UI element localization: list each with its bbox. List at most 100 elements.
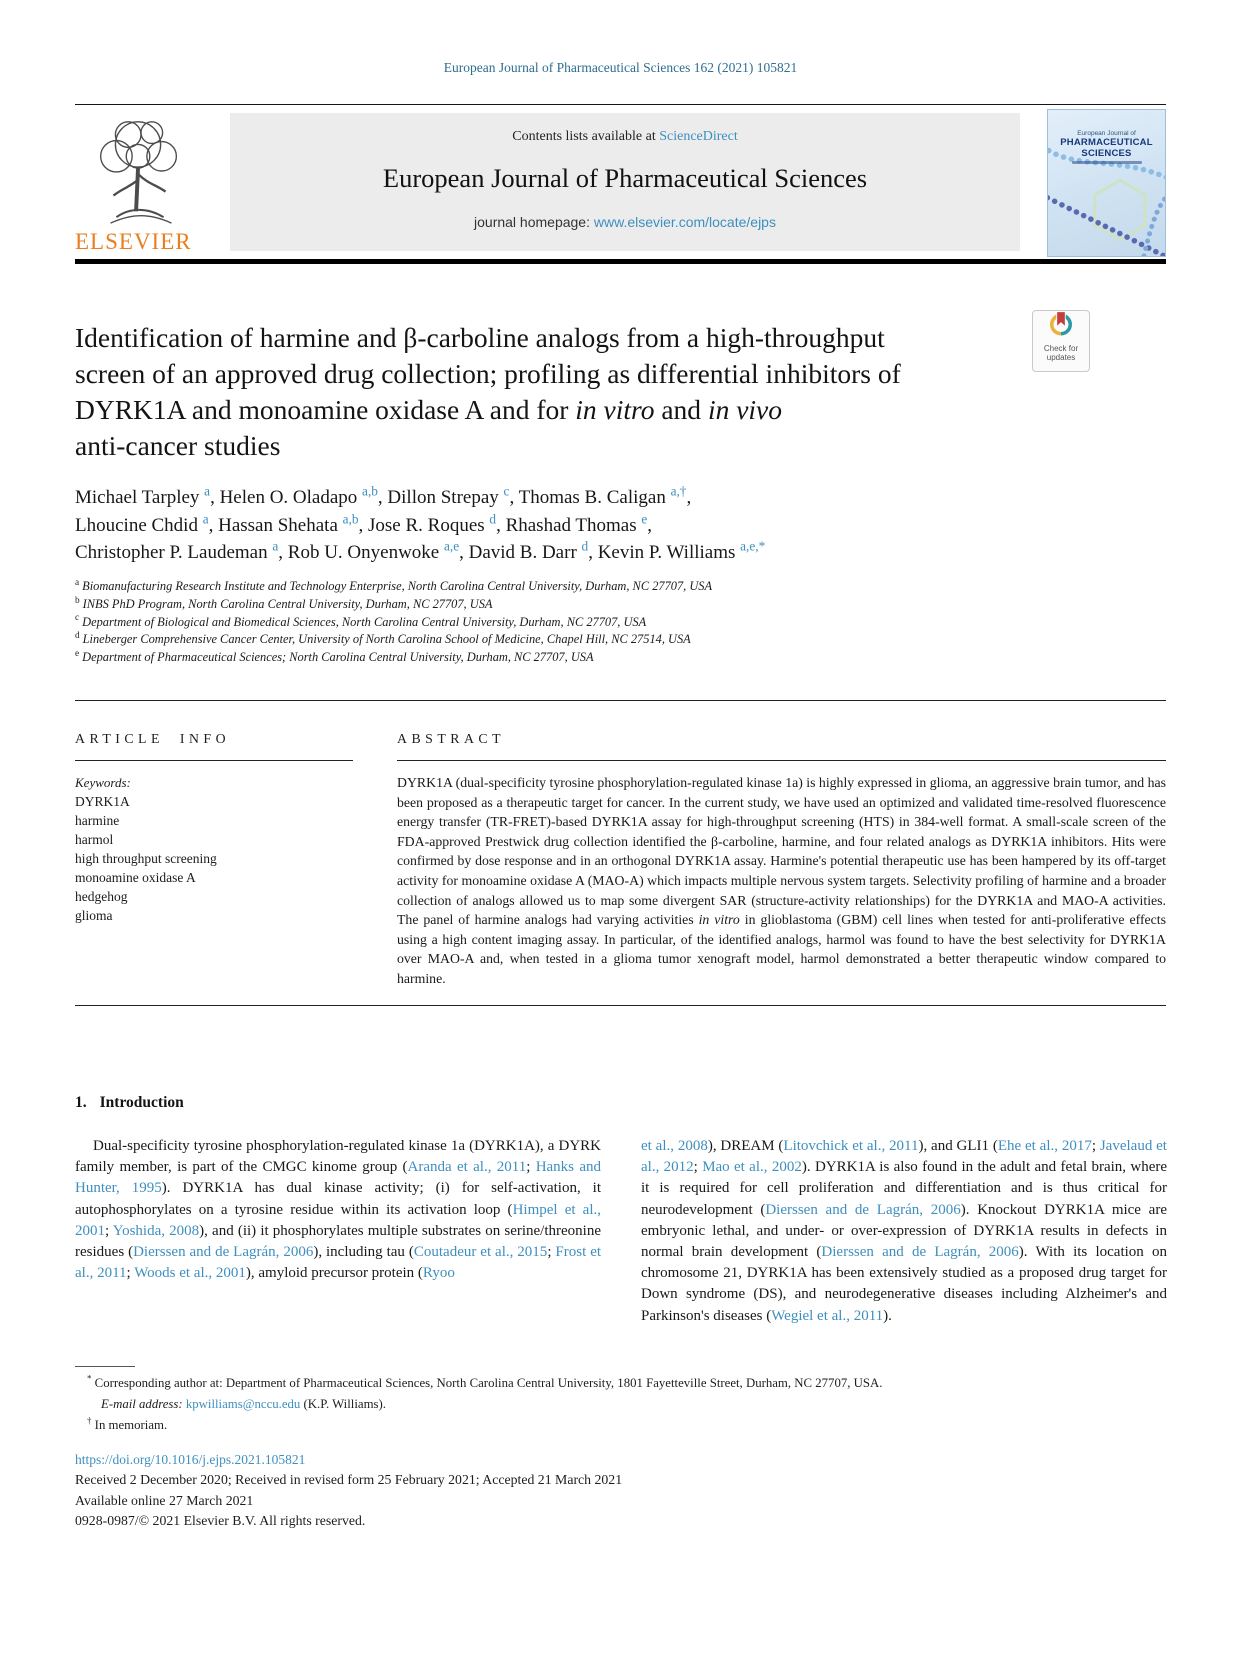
author-line: Lhoucine Chdid a, Hassan Shehata a,b, Jo…: [75, 512, 1055, 540]
citation-link[interactable]: et al., 2008: [641, 1138, 708, 1154]
text-segment: , Rob U. Onyenwoke: [278, 542, 444, 563]
citation-link[interactable]: Yoshida, 2008: [112, 1222, 200, 1239]
footnote-rule: [75, 1366, 135, 1367]
author-affiliation-ref[interactable]: e: [641, 511, 648, 527]
check-updates-label: Check for updates: [1043, 344, 1079, 362]
email-note: E-mail address: kpwilliams@nccu.edu (K.P…: [75, 1394, 1166, 1415]
page-footer: * Corresponding author at: Department of…: [75, 1366, 1166, 1532]
affiliation-marker: a: [75, 577, 80, 588]
sciencedirect-link[interactable]: ScienceDirect: [659, 129, 738, 144]
keywords-label: Keywords:: [75, 775, 131, 790]
author-affiliation-ref[interactable]: a,†: [670, 483, 687, 499]
citation-link[interactable]: Hanks and Hunter, 1995: [75, 1159, 601, 1197]
citation-link[interactable]: Mao et al., 2002: [702, 1159, 802, 1176]
citation-link[interactable]: Dierssen and de Lagrán, 2006: [821, 1244, 1019, 1261]
citation-link[interactable]: Woods et al., 2001: [134, 1265, 246, 1282]
citation-link[interactable]: Javelaud et al., 2012: [641, 1138, 1167, 1176]
text-segment: and: [654, 394, 708, 425]
author-affiliation-ref[interactable]: a: [204, 483, 211, 499]
affiliation-text: Department of Biological and Biomedical …: [82, 614, 647, 629]
memoriam-note: † In memoriam.: [75, 1415, 1166, 1436]
info-abstract-section: ARTICLE INFO Keywords: DYRK1A harmine ha…: [75, 700, 1166, 1006]
homepage-link[interactable]: www.elsevier.com/locate/ejps: [593, 214, 776, 230]
text-segment: DYRK1A (dual-specificity tyrosine phosph…: [397, 775, 1166, 928]
author-affiliation-ref[interactable]: a,b: [342, 511, 359, 527]
text-segment: in vitro: [698, 912, 740, 928]
text-segment: , Helen O. Oladapo: [210, 487, 363, 508]
citation-link[interactable]: Aranda et al., 2011: [407, 1159, 527, 1176]
keyword: DYRK1A: [75, 794, 130, 809]
text-segment: Corresponding author at: Department of P…: [91, 1376, 883, 1390]
introduction-heading: 1. Introduction: [75, 1094, 1166, 1112]
journal-cover-thumbnail: European Journal of PHARMACEUTICAL SCIEN…: [1047, 109, 1166, 257]
text-segment: ;: [126, 1265, 135, 1282]
check-for-updates-badge[interactable]: Check for updates: [1032, 310, 1090, 372]
author-list: Michael Tarpley a, Helen O. Oladapo a,b,…: [75, 484, 1055, 567]
text-segment: ;: [1091, 1138, 1100, 1154]
citation-link[interactable]: Dierssen and de Lagrán, 2006: [765, 1201, 961, 1218]
text-segment: ). DYRK1A is also found in the adult and…: [641, 1159, 1168, 1218]
article-title: Identification of harmine and β-carbolin…: [75, 320, 985, 464]
section-title: Introduction: [99, 1094, 184, 1111]
author-affiliation-ref[interactable]: a: [202, 511, 209, 527]
author-affiliation-ref[interactable]: d: [489, 511, 497, 527]
citation-link[interactable]: Litovchick et al., 2011: [783, 1138, 919, 1154]
affiliation: d Lineberger Comprehensive Cancer Center,…: [75, 631, 1125, 649]
author-affiliation-ref[interactable]: a,e: [443, 538, 460, 554]
intro-right-column: et al., 2008), DREAM (Litovchick et al.,…: [641, 1136, 1167, 1327]
citation-link[interactable]: Frost et al., 2011: [75, 1244, 602, 1282]
affiliation: b INBS PhD Program, North Carolina Centra…: [75, 596, 1125, 614]
author-affiliation-ref[interactable]: a,b: [362, 483, 378, 499]
text-segment: , Hassan Shehata: [208, 514, 343, 536]
affiliation-marker: d: [75, 631, 80, 642]
citation-link[interactable]: Himpel et al., 2001: [75, 1201, 601, 1239]
text-segment: ). Knockout DYRK1A mice are embryonic le…: [641, 1201, 1167, 1261]
text-segment: ), and GLI1 (: [918, 1138, 998, 1154]
corresponding-author-note: * Corresponding author at: Department of…: [75, 1373, 1166, 1394]
contents-prefix: Contents lists available at: [512, 129, 660, 144]
citation-link[interactable]: Ryoo: [422, 1265, 455, 1282]
text-segment: , Thomas B. Caligan: [509, 487, 671, 508]
affiliation: c Department of Biological and Biomedical…: [75, 614, 1125, 632]
affiliation-text: INBS PhD Program, North Carolina Central…: [82, 596, 493, 611]
text-segment: ), DREAM (: [707, 1138, 784, 1154]
affiliation: a Biomanufacturing Research Institute and…: [75, 578, 1125, 596]
text-segment: (K.P. Williams).: [300, 1397, 386, 1411]
text-segment: ), and (ii) it phosphorylates multiple s…: [75, 1222, 601, 1261]
author-line: Michael Tarpley a, Helen O. Oladapo a,b,…: [75, 484, 1055, 512]
author-affiliation-ref[interactable]: a,e,*: [740, 538, 766, 554]
text-segment: , David B. Darr: [459, 542, 582, 563]
intro-left-column: Dual-specificity tyrosine phosphorylatio…: [75, 1136, 601, 1327]
citation-link[interactable]: Ehe et al., 2017: [997, 1138, 1092, 1154]
introduction-section: 1. Introduction Dual-specificity tyrosine…: [75, 1094, 1167, 1327]
cover-line3: SCIENCES: [1081, 148, 1132, 159]
text-segment: Dual-specificity tyrosine phosphorylatio…: [75, 1138, 601, 1176]
received-dates-line: Received 2 December 2020; Received in re…: [75, 1472, 623, 1487]
journal-reference: European Journal of Pharmaceutical Scien…: [443, 60, 798, 75]
affiliation-text: Department of Pharmaceutical Sciences; N…: [82, 650, 594, 665]
keyword: glioma: [75, 908, 113, 923]
citation-link[interactable]: Dierssen and de Lagrán, 2006: [133, 1244, 314, 1261]
abstract-rule: [397, 760, 1166, 761]
text-segment: ;: [693, 1159, 703, 1176]
check-updates-icon: [1050, 311, 1072, 336]
page-header: ELSEVIER Contents lists available at Sci…: [75, 104, 1166, 257]
text-segment: ;: [547, 1244, 556, 1261]
keyword: harmine: [75, 813, 120, 828]
affiliation-marker: b: [75, 595, 80, 606]
article-info-section: ARTICLE INFO Keywords: DYRK1A harmine ha…: [75, 731, 353, 989]
cover-subtitle-bar: [1071, 161, 1142, 164]
text-segment: *: [87, 1373, 92, 1384]
author-affiliation-ref[interactable]: d: [581, 538, 589, 554]
citation-link[interactable]: Wegiel et al., 2011: [771, 1307, 884, 1324]
text-segment: , Kevin P. Williams: [588, 542, 741, 563]
author-affiliation-ref[interactable]: c: [503, 483, 510, 499]
header-divider: [75, 259, 1166, 264]
doi-link[interactable]: https://doi.org/10.1016/j.ejps.2021.1058…: [75, 1452, 306, 1467]
citation-link[interactable]: Coutadeur et al., 2015: [413, 1244, 548, 1261]
keyword: harmol: [75, 832, 114, 847]
contents-note: Contents lists available at ScienceDirec…: [230, 129, 1020, 145]
author-affiliation-ref[interactable]: a: [272, 538, 279, 554]
email-link[interactable]: kpwilliams@nccu.edu: [185, 1397, 301, 1411]
